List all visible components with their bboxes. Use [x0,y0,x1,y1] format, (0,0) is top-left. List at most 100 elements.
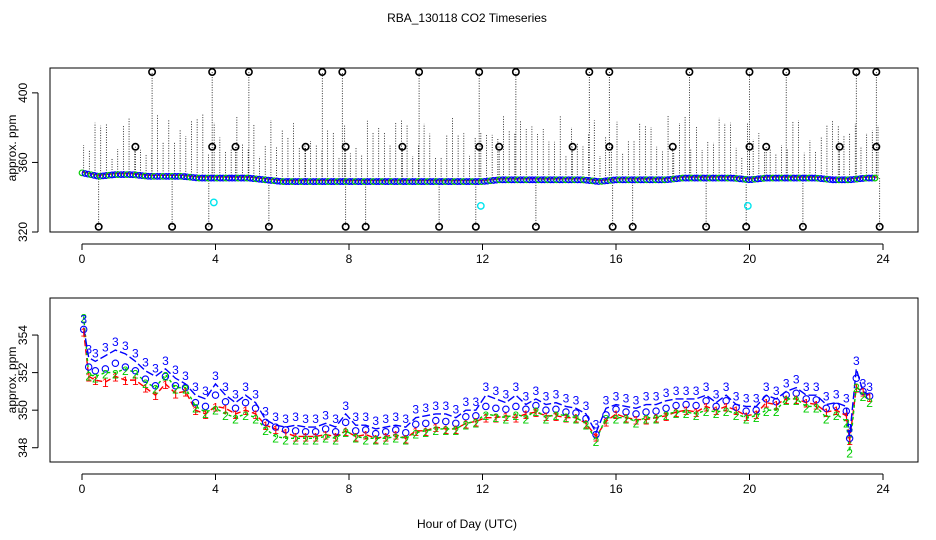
series-1-marker: 1 [122,374,129,388]
series-3-marker: 3 [202,384,209,398]
series-3-marker: 3 [352,410,359,424]
series-1-marker: 1 [92,374,99,388]
series-point [552,405,560,413]
series-1-marker: 1 [422,425,429,439]
series-2-marker: 2 [623,413,630,427]
figure-title: RBA_130118 CO2 Timeseries [387,11,547,25]
series-1-marker: 1 [222,402,229,416]
series-2-marker: 2 [823,413,830,427]
series-3-marker: 3 [272,410,279,424]
series-3-marker: 3 [172,363,179,377]
series-3-marker: 3 [833,388,840,402]
series-2-marker: 2 [673,407,680,421]
series-2-marker: 2 [663,409,670,423]
series-3-marker: 3 [793,373,800,387]
outlier-point [835,142,844,151]
series-2-marker: 2 [392,431,399,445]
series-1-marker: 1 [866,391,873,405]
series-3-marker: 3 [482,380,489,394]
series-1-marker: 1 [162,378,169,392]
outlier-point [745,142,754,151]
outlier-point [244,68,253,77]
series-point [181,383,190,392]
outlier-point [605,68,614,77]
series-point [702,397,710,405]
outlier-point [668,142,677,151]
series-point [572,409,580,417]
series-1-marker: 1 [543,410,550,424]
series-1-marker: 1 [132,374,139,388]
series-3-marker: 3 [422,401,429,415]
series-2-marker: 2 [683,407,690,421]
series-3-marker: 3 [733,390,740,404]
series-1-marker: 1 [372,432,379,446]
series-2-marker: 2 [182,383,189,397]
series-1-marker: 1 [703,400,710,414]
series-2-marker: 2 [162,369,169,383]
series-point [582,414,590,423]
outlier-point [531,222,540,231]
series-2-marker: 2 [102,368,109,382]
series-3-marker: 3 [533,384,540,398]
series-point [311,428,320,436]
series-point [462,412,470,421]
series-2-marker: 2 [292,433,299,447]
series-point [492,404,500,413]
series-3-marker: 3 [212,369,219,383]
series-2-marker: 2 [603,413,610,427]
series-point [612,405,620,413]
series-1-marker: 1 [332,430,339,444]
series-2-marker: 2 [553,409,560,423]
series-2-marker: 2 [860,390,867,404]
series-2-marker: 2 [422,426,429,440]
series-2-marker: 2 [533,405,540,419]
outlier-point [702,222,711,231]
series-2-marker: 2 [332,433,339,447]
series-3-marker: 3 [282,412,289,426]
series-1-marker: 1 [362,429,369,443]
series-point [622,408,630,416]
outlier-point [264,222,273,231]
series-point [532,401,540,410]
flagged-point [209,198,218,207]
series-3-marker: 3 [102,341,109,355]
series-3-marker: 3 [643,390,650,404]
series-point [131,366,140,375]
series-1-marker: 1 [663,410,670,424]
series-2-marker: 2 [523,413,530,427]
y-tick-label: 354 [16,325,30,345]
series-3-marker: 3 [683,384,690,398]
series-1-marker: 1 [853,382,860,396]
outlier-point [318,68,327,77]
series-3-marker: 3 [92,346,99,360]
y-tick-label: 400 [16,83,30,103]
series-1-marker: 1 [382,430,389,444]
top-y-axis-label: approx. ppm [5,115,19,182]
series-2-line [82,316,871,452]
series-3-marker: 3 [382,412,389,426]
series-point [391,426,400,434]
series-1-marker: 1 [402,432,409,446]
series-1-marker: 1 [242,404,249,418]
series-1-marker: 1 [843,410,850,424]
bottom-plot-frame [49,297,919,463]
series-1-marker: 1 [823,406,830,420]
outlier-point [341,142,350,151]
series-1-marker: 1 [563,412,570,426]
series-3-marker: 3 [673,384,680,398]
series-point [822,404,831,413]
series-point [141,375,150,383]
outlier-point [872,68,881,77]
outlier-point [745,68,754,77]
series-1-marker: 1 [412,425,419,439]
series-2-marker: 2 [172,383,179,397]
series-1-marker: 1 [723,400,730,414]
series-2-marker: 2 [442,424,449,438]
series-2-marker: 2 [342,426,349,440]
outlier-point [415,68,424,77]
series-1-marker: 1 [763,397,770,411]
series-2-marker: 2 [272,431,279,445]
series-3-marker: 3 [843,391,850,405]
outlier-point [168,222,177,231]
series-3-marker: 3 [583,399,590,413]
